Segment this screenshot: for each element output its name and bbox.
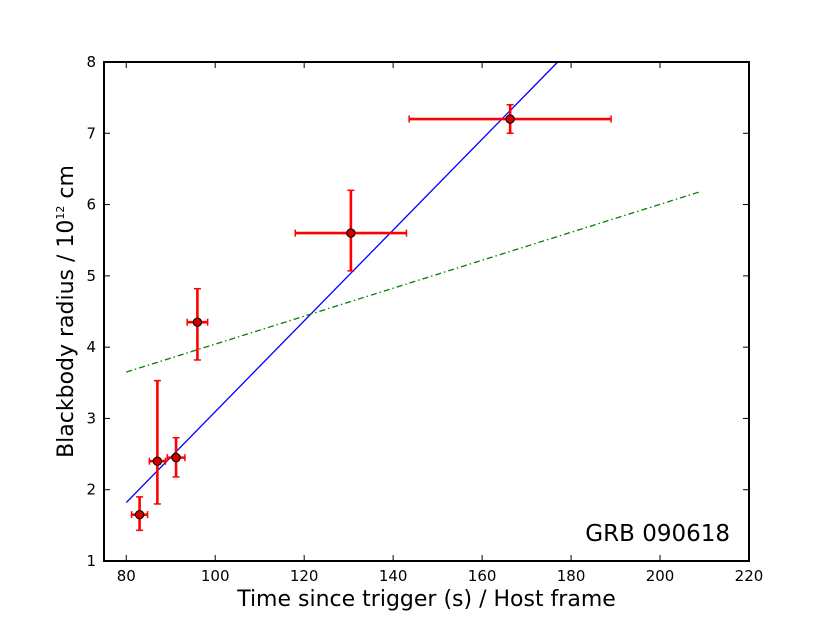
y-tick-label-2: 3 [86, 409, 96, 427]
data-point-0 [130, 496, 149, 532]
x-axis-label: Time since trigger (s) / Host frame [236, 587, 616, 612]
marker-4 [346, 228, 356, 238]
y-tick-label-5: 6 [86, 196, 96, 214]
x-tick-label-2: 120 [290, 567, 319, 585]
data-point-2 [166, 436, 186, 478]
data-point-1 [148, 379, 167, 505]
axis-ticks: 80 100 120 140 160 180 200 220 1 2 3 4 5 6 7 8 [86, 53, 763, 585]
y-tick-label-0: 1 [86, 552, 96, 570]
x-tick-label-4: 160 [468, 567, 497, 585]
grb-annotation: GRB 090618 [585, 521, 730, 547]
plot-frame [103, 61, 750, 562]
marker-0 [134, 509, 145, 520]
fit-line-1 [126, 191, 701, 373]
x-tick-label-7: 220 [735, 567, 764, 585]
y-axis-label-main: Blackbody radius / 10 [54, 220, 79, 458]
x-tick-label-0: 80 [117, 567, 136, 585]
data-point-5 [408, 104, 612, 135]
marker-1 [152, 456, 163, 466]
y-tick-label-7: 8 [86, 53, 96, 71]
y-axis-label-exponent: 12 [54, 206, 67, 220]
y-tick-label-1: 2 [86, 481, 96, 499]
marker-5 [505, 114, 515, 124]
data-point-4 [294, 189, 408, 272]
fit-lines [125, 61, 701, 504]
y-tick-label-3: 4 [86, 338, 96, 356]
data-points [130, 104, 612, 532]
data-point-3 [186, 287, 209, 361]
x-tick-label-6: 200 [646, 567, 675, 585]
x-tick-label-5: 180 [557, 567, 586, 585]
x-tick-label-3: 140 [379, 567, 408, 585]
y-tick-label-6: 7 [86, 124, 96, 142]
fit-line-0 [125, 61, 559, 504]
y-axis-label: Blackbody radius / 1012 cm [54, 165, 79, 458]
marker-2 [171, 452, 181, 463]
x-tick-label-1: 100 [201, 567, 230, 585]
y-axis-label-unit: cm [54, 165, 79, 206]
y-tick-label-4: 5 [86, 267, 96, 285]
marker-3 [192, 317, 203, 327]
